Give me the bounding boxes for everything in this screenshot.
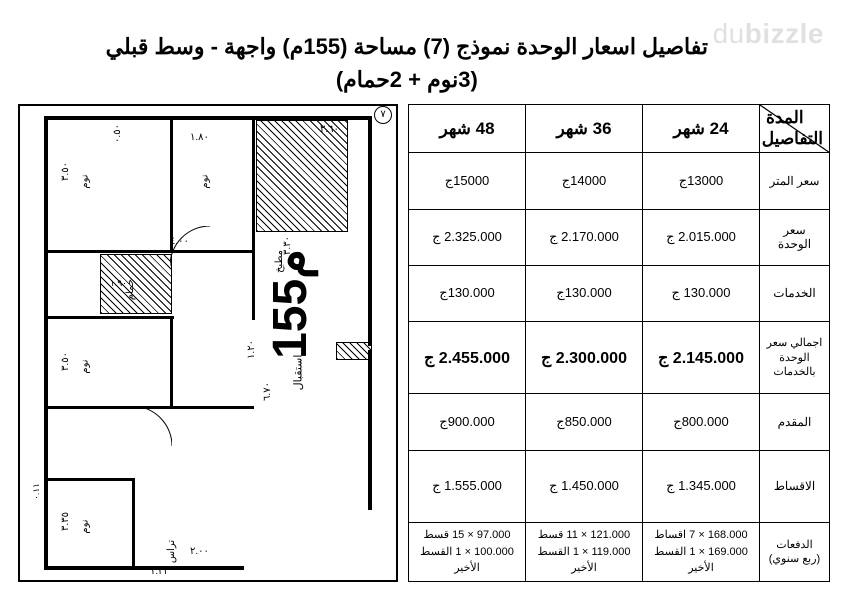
fp-dim: ٢.٠٠ (190, 546, 209, 557)
fp-wall (44, 478, 134, 481)
col-48: 48 شهر (409, 105, 526, 153)
cell: 900.000ج (409, 394, 526, 450)
cell: 2.145.000 ج (643, 322, 760, 394)
row-label: الخدمات (760, 265, 830, 321)
fp-room-bedroom: نوم (80, 519, 91, 533)
cell: 13000ج (643, 153, 760, 209)
cell: 1.555.000 ج (409, 450, 526, 522)
row-label: الدفعات (ربع سنوي) (760, 523, 830, 582)
fp-dim: ١.٢٣ (150, 566, 169, 577)
row-installments: الاقساط 1.345.000 ج 1.450.000 ج 1.555.00… (409, 450, 830, 522)
cell: 1.450.000 ج (526, 450, 643, 522)
title-line-2: (3نوم + 2حمام) (106, 63, 708, 96)
fp-wall (44, 250, 254, 253)
cell: 14000ج (526, 153, 643, 209)
content-row: م155 نوم نوم نوم حمام مطبخ استقبال نوم ت… (18, 104, 830, 582)
fp-dim: ١.٢٠ (246, 340, 257, 359)
corner-top: المدة (766, 108, 804, 128)
fp-dim: ١.٨٠ (190, 132, 209, 143)
fp-dim: ٣.٣٠ (282, 236, 293, 255)
fp-dim: ٠.١١ (31, 483, 42, 500)
fp-wall (170, 316, 173, 406)
fp-wall (252, 120, 255, 320)
row-services: الخدمات 130.000 ج 130.000ج 130.000ج (409, 265, 830, 321)
cell: 168.000 × 7 اقساط 169.000 × 1 القسط الأخ… (643, 523, 760, 582)
page-title: تفاصيل اسعار الوحدة نموذج (7) مساحة (155… (106, 30, 708, 96)
row-label: اجمالي سعر الوحدة بالخدمات (760, 322, 830, 394)
fp-dim: ٦.٧٠ (262, 382, 273, 401)
cell: 130.000ج (526, 265, 643, 321)
cell: 121.000 × 11 قسط 119.000 × 1 القسط الأخي… (526, 523, 643, 582)
table-header-row: المدة التفاصيل 24 شهر 36 شهر 48 شهر (409, 105, 830, 153)
pay-line: 169.000 × 1 القسط الأخير (649, 544, 753, 577)
row-downpayment: المقدم 800.000ج 850.000ج 900.000ج (409, 394, 830, 450)
cell: 2.325.000 ج (409, 209, 526, 265)
fp-room-bedroom: نوم (80, 174, 91, 188)
cell: 130.000 ج (643, 265, 760, 321)
pay-line: 121.000 × 11 قسط (532, 527, 636, 544)
pricing-table-wrap: المدة التفاصيل 24 شهر 36 شهر 48 شهر سعر … (408, 104, 830, 582)
row-label: الاقساط (760, 450, 830, 522)
row-label: المقدم (760, 394, 830, 450)
fp-unit-mark: ٧ (374, 106, 392, 124)
fp-room-terrace: تراس (166, 540, 177, 563)
cell: 2.455.000 ج (409, 322, 526, 394)
cell: 800.000ج (643, 394, 760, 450)
row-price-per-m: سعر المتر 13000ج 14000ج 15000ج (409, 153, 830, 209)
fp-room-bedroom: نوم (80, 359, 91, 373)
fp-dim: ٠.٥٠ (112, 124, 123, 143)
cell: 2.015.000 ج (643, 209, 760, 265)
fp-dim: ٣.٥٠ (60, 162, 71, 181)
row-label: سعر الوحدة (760, 209, 830, 265)
corner-cell: المدة التفاصيل (760, 105, 830, 153)
row-unit-price: سعر الوحدة 2.015.000 ج 2.170.000 ج 2.325… (409, 209, 830, 265)
fp-dim: ٣.٥٠ (60, 352, 71, 371)
cell: 2.170.000 ج (526, 209, 643, 265)
fp-dim: ٢.٦٠ (320, 124, 339, 135)
fp-wall (368, 116, 372, 346)
fp-wall (368, 350, 372, 510)
fp-room-reception: استقبال (291, 355, 304, 391)
fp-hatch-col (336, 342, 372, 360)
cell: 15000ج (409, 153, 526, 209)
fp-room-bedroom: نوم (200, 174, 211, 188)
fp-hatch-shaft (256, 120, 348, 232)
col-36: 36 شهر (526, 105, 643, 153)
cell: 97.000 × 15 قسط 100.000 × 1 القسط الأخير (409, 523, 526, 582)
row-label: سعر المتر (760, 153, 830, 209)
title-line-1: تفاصيل اسعار الوحدة نموذج (7) مساحة (155… (106, 30, 708, 63)
fp-wall (132, 478, 135, 568)
floor-plan: م155 نوم نوم نوم حمام مطبخ استقبال نوم ت… (18, 104, 398, 582)
pay-line: 100.000 × 1 القسط الأخير (415, 544, 519, 577)
fp-area-label: م155 (262, 249, 318, 359)
pay-line: 168.000 × 7 اقساط (649, 527, 753, 544)
cell: 2.300.000 ج (526, 322, 643, 394)
fp-wall (44, 566, 244, 570)
watermark-part2: bizzle (745, 18, 824, 49)
watermark-part1: du (713, 18, 745, 49)
cell: 850.000ج (526, 394, 643, 450)
row-total: اجمالي سعر الوحدة بالخدمات 2.145.000 ج 2… (409, 322, 830, 394)
fp-dim: ٤.٠٠ (170, 236, 189, 247)
fp-dim: ١.٩٠ (110, 278, 127, 289)
cell: 130.000ج (409, 265, 526, 321)
fp-dim: ٣.٣٥ (60, 512, 71, 531)
row-payments: الدفعات (ربع سنوي) 168.000 × 7 اقساط 169… (409, 523, 830, 582)
col-24: 24 شهر (643, 105, 760, 153)
fp-wall (44, 116, 48, 570)
fp-wall (44, 316, 174, 319)
fp-door-arc (132, 406, 172, 446)
pricing-table: المدة التفاصيل 24 شهر 36 شهر 48 شهر سعر … (408, 104, 830, 582)
pay-line: 119.000 × 1 القسط الأخير (532, 544, 636, 577)
pay-line: 97.000 × 15 قسط (415, 527, 519, 544)
cell: 1.345.000 ج (643, 450, 760, 522)
corner-bottom: التفاصيل (762, 129, 823, 149)
watermark-logo: dubizzle (713, 18, 824, 50)
